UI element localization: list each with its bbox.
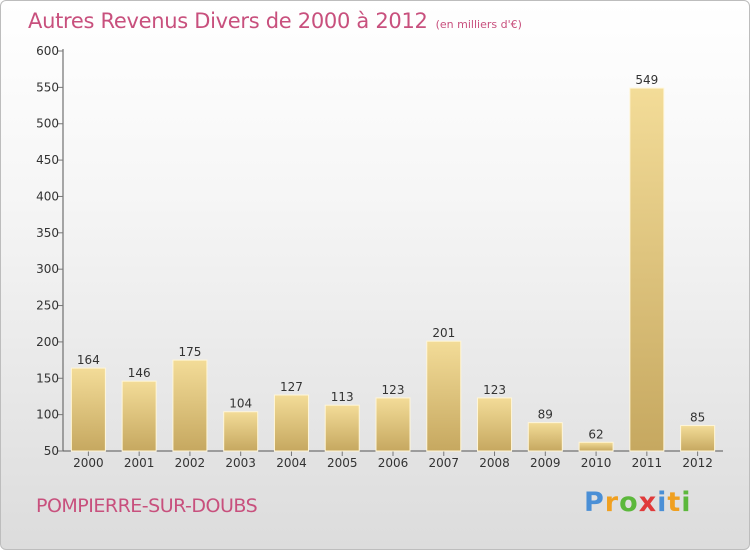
- bar: [629, 87, 665, 452]
- logo-letter: o: [619, 487, 639, 518]
- x-tick-label: 2000: [73, 456, 104, 470]
- bar: [426, 340, 462, 452]
- bar: [223, 411, 259, 452]
- data-label: 127: [280, 380, 303, 394]
- y-tick-label: 550: [36, 80, 59, 94]
- y-tick-label: 50: [44, 444, 59, 458]
- chart-unit-note: (en milliers d'€): [435, 18, 522, 31]
- y-tick-label: 150: [36, 371, 59, 385]
- x-tick-label: 2005: [327, 456, 358, 470]
- data-label: 146: [128, 366, 151, 380]
- x-tick-label: 2007: [428, 456, 459, 470]
- data-label: 113: [331, 390, 354, 404]
- y-tick-label: 250: [36, 299, 59, 313]
- bar: [578, 441, 614, 452]
- logo-letter: i: [681, 487, 692, 518]
- x-tick-label: 2012: [682, 456, 713, 470]
- logo-letter: x: [638, 487, 658, 518]
- bar: [273, 394, 309, 452]
- bar: [680, 425, 716, 452]
- bar: [324, 404, 360, 452]
- x-tick-label: 2001: [124, 456, 155, 470]
- chart-title-text: Autres Revenus Divers de 2000 à 2012: [28, 9, 428, 33]
- x-tick-label: 2002: [175, 456, 206, 470]
- x-tick-label: 2003: [225, 456, 256, 470]
- bar: [527, 422, 563, 452]
- y-tick-label: 350: [36, 226, 59, 240]
- bar: [172, 359, 208, 452]
- y-tick-label: 450: [36, 153, 59, 167]
- x-tick-label: 2010: [581, 456, 612, 470]
- x-tick-label: 2009: [530, 456, 561, 470]
- data-label: 164: [77, 353, 100, 367]
- y-tick-label: 100: [36, 408, 59, 422]
- x-tick-label: 2011: [632, 456, 663, 470]
- data-label: 62: [588, 427, 603, 441]
- bar: [375, 397, 411, 452]
- data-label: 89: [538, 408, 553, 422]
- logo-letter: t: [667, 487, 682, 518]
- data-label: 104: [229, 397, 252, 411]
- bar: [70, 367, 106, 452]
- y-tick-label: 400: [36, 189, 59, 203]
- logo-letter: r: [604, 487, 620, 518]
- data-label: 123: [382, 383, 405, 397]
- x-tick-label: 2008: [479, 456, 510, 470]
- logo-letter: i: [657, 487, 668, 518]
- y-tick-label: 300: [36, 262, 59, 276]
- data-label: 201: [432, 326, 455, 340]
- data-label: 85: [690, 411, 705, 425]
- x-tick-label: 2006: [378, 456, 409, 470]
- x-tick-label: 2004: [276, 456, 307, 470]
- bar: [121, 380, 157, 452]
- logo-letter: P: [584, 487, 605, 518]
- data-label: 549: [635, 73, 658, 87]
- y-tick-label: 200: [36, 335, 59, 349]
- y-tick-label: 500: [36, 117, 59, 131]
- bar: [477, 397, 513, 452]
- chart-title: Autres Revenus Divers de 2000 à 2012 (en …: [28, 9, 522, 33]
- proxiti-logo[interactable]: Proxiti: [584, 487, 692, 518]
- data-label: 123: [483, 383, 506, 397]
- y-tick-label: 600: [36, 44, 59, 58]
- town-name: POMPIERRE-SUR-DOUBS: [36, 495, 258, 517]
- data-label: 175: [178, 345, 201, 359]
